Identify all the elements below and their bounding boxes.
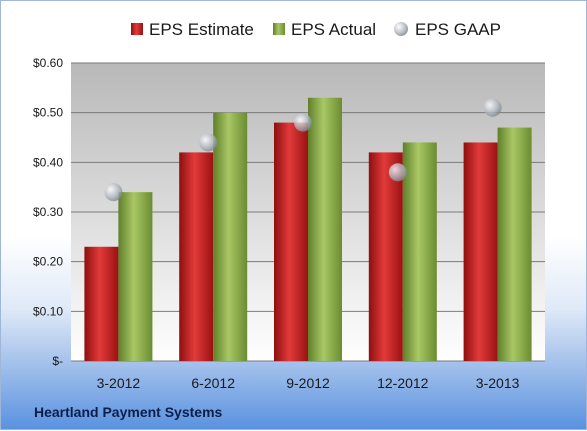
x-tick-label: 3-2013 xyxy=(476,375,520,391)
y-tick-label: $0.40 xyxy=(33,155,63,169)
bar-eps-actual xyxy=(402,142,437,361)
legend-swatch-estimate xyxy=(131,23,143,35)
y-tick-label: $0.50 xyxy=(33,106,63,120)
x-tick-label: 9-2012 xyxy=(286,375,330,391)
bar-eps-estimate xyxy=(179,152,214,361)
bar-eps-estimate xyxy=(368,152,403,361)
x-axis-ticks: 3-2012 6-2012 9-2012 12-2012 3-2013 xyxy=(97,375,520,391)
bar-eps-actual xyxy=(308,97,342,362)
y-tick-label: $- xyxy=(52,354,63,368)
bars xyxy=(84,97,532,362)
point-eps-gaap xyxy=(388,163,407,182)
legend-label-estimate: EPS Estimate xyxy=(149,20,254,39)
y-axis-ticks: $- $0.10 $0.20 $0.30 $0.40 $0.50 $0.60 xyxy=(33,56,63,368)
legend: EPS Estimate EPS Actual EPS GAAP xyxy=(131,20,501,39)
bar-eps-estimate xyxy=(463,142,498,361)
point-eps-gaap xyxy=(104,183,123,202)
point-eps-gaap xyxy=(199,133,218,152)
company-name: Heartland Payment Systems xyxy=(34,404,223,420)
y-tick-label: $0.30 xyxy=(33,205,63,219)
y-tick-label: $0.60 xyxy=(33,56,63,70)
legend-swatch-gaap xyxy=(394,22,408,36)
legend-label-gaap: EPS GAAP xyxy=(415,20,501,39)
point-eps-gaap xyxy=(483,98,502,117)
legend-swatch-actual xyxy=(273,23,285,35)
gaap-points xyxy=(104,98,502,202)
x-tick-label: 3-2012 xyxy=(97,375,141,391)
bar-eps-estimate xyxy=(274,122,308,361)
bar-eps-actual xyxy=(118,192,153,361)
y-tick-label: $0.20 xyxy=(33,255,63,269)
legend-label-actual: EPS Actual xyxy=(291,20,376,39)
y-tick-label: $0.10 xyxy=(33,304,63,318)
x-tick-label: 6-2012 xyxy=(191,375,235,391)
point-eps-gaap xyxy=(294,113,312,132)
bar-eps-actual xyxy=(497,127,532,361)
x-tick-label: 12-2012 xyxy=(377,375,429,391)
bar-eps-estimate xyxy=(84,246,119,361)
bar-eps-actual xyxy=(213,112,248,362)
